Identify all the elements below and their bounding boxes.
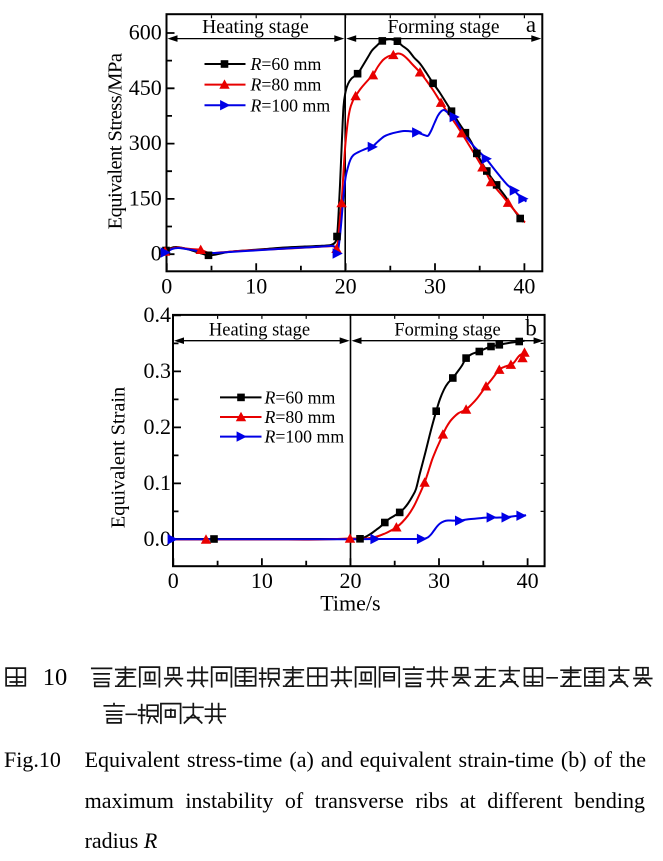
svg-text:0: 0	[151, 241, 162, 266]
svg-text:Forming stage: Forming stage	[387, 17, 499, 38]
svg-text:R=80 mm: R=80 mm	[250, 75, 322, 95]
svg-text:30: 30	[424, 274, 446, 299]
svg-text:R=60 mm: R=60 mm	[250, 54, 322, 74]
svg-text:450: 450	[129, 75, 162, 100]
svg-text:Forming stage: Forming stage	[394, 320, 500, 340]
svg-text:20: 20	[335, 274, 357, 299]
svg-text:a: a	[526, 12, 536, 37]
svg-text:0: 0	[168, 568, 179, 593]
svg-text:10: 10	[245, 274, 267, 299]
svg-text:R=80 mm: R=80 mm	[264, 407, 336, 427]
svg-text:Heating stage: Heating stage	[209, 320, 310, 340]
svg-text:30: 30	[428, 568, 450, 593]
svg-text:40: 40	[513, 274, 535, 299]
svg-text:0.0: 0.0	[144, 526, 172, 551]
svg-text:Equivalent Strain: Equivalent Strain	[108, 387, 130, 528]
svg-text:20: 20	[339, 568, 361, 593]
svg-text:Equivalent Stress/MPa: Equivalent Stress/MPa	[105, 53, 127, 229]
svg-text:600: 600	[129, 19, 162, 44]
svg-text:0.4: 0.4	[144, 302, 172, 327]
svg-text:R=60 mm: R=60 mm	[264, 388, 336, 408]
svg-text:0.2: 0.2	[144, 414, 172, 439]
svg-text:b: b	[525, 316, 537, 341]
svg-text:300: 300	[129, 130, 162, 155]
svg-text:0: 0	[161, 274, 172, 299]
svg-text:Time/s: Time/s	[320, 590, 380, 615]
svg-text:40: 40	[517, 568, 539, 593]
svg-text:150: 150	[129, 185, 162, 210]
svg-text:10: 10	[251, 568, 273, 593]
svg-text:Heating stage: Heating stage	[202, 17, 309, 38]
svg-text:0.1: 0.1	[144, 470, 172, 495]
svg-text:0.3: 0.3	[144, 358, 172, 383]
svg-text:R=100 mm: R=100 mm	[264, 427, 345, 447]
svg-text:R=100 mm: R=100 mm	[250, 95, 331, 115]
